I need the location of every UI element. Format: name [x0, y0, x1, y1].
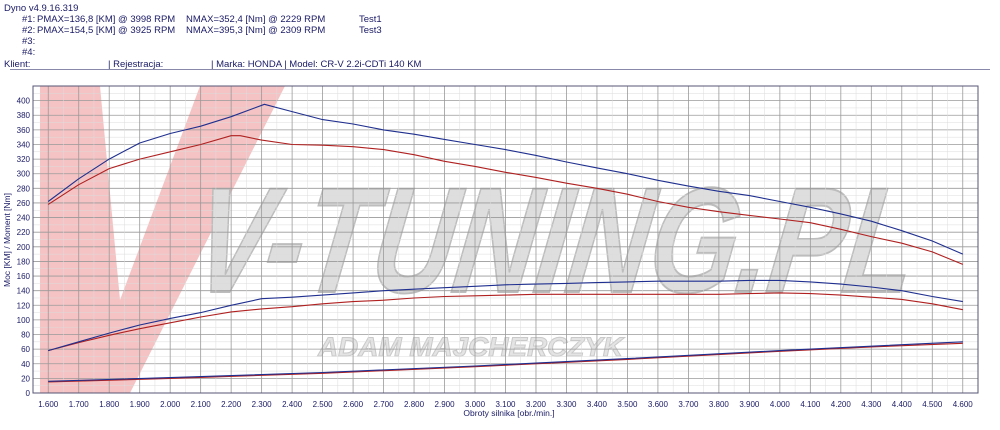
run-3-label: #3:	[22, 36, 36, 47]
y-tick-label: 60	[21, 345, 30, 354]
y-tick-label: 200	[17, 243, 31, 252]
y-tick-label: 360	[17, 126, 31, 135]
app-title: Dyno v4.9.16.319	[4, 3, 79, 14]
run-1-name: Test1	[359, 14, 382, 25]
run-1-label: #1:	[22, 14, 36, 25]
run-2-nmax: NMAX=395,3 [Nm] @ 2309 RPM	[186, 25, 326, 36]
series-line-power-test3	[48, 279, 963, 352]
x-tick-label: 2.900	[435, 400, 456, 409]
run-2-label: #2:	[22, 25, 36, 36]
x-tick-label: 4.400	[892, 400, 913, 409]
y-tick-label: 240	[17, 214, 31, 223]
series-layer	[47, 103, 964, 383]
x-tick-label: 3.900	[739, 400, 760, 409]
x-tick-label: 4.000	[770, 400, 791, 409]
run-2-name: Test3	[359, 25, 382, 36]
watermark-sub: ADAM MAJCHERCZYK	[317, 332, 626, 362]
x-tick-label: 2.100	[191, 400, 212, 409]
x-tick-label: 2.800	[404, 400, 425, 409]
series-line-torque-test3	[47, 103, 964, 255]
x-tick-label: 3.400	[587, 400, 608, 409]
y-tick-label: 260	[17, 199, 31, 208]
series-line-torque-test1	[47, 135, 964, 265]
x-tick-label: 2.000	[160, 400, 181, 409]
x-tick-label: 3.500	[617, 400, 638, 409]
y-tick-label: 140	[17, 287, 31, 296]
run-4-label: #4:	[22, 47, 36, 58]
y-tick-label: 400	[17, 97, 31, 106]
run-1-nmax: NMAX=352,4 [Nm] @ 2229 RPM	[186, 14, 326, 25]
y-tick-label: 300	[17, 170, 31, 179]
y-tick-labels: 0 20 40 60 80 100 120 140 160 180 200 220 240 260 280 3…	[17, 97, 31, 398]
y-tick-label: 180	[17, 257, 31, 266]
x-tick-label: 4.600	[953, 400, 974, 409]
x-tick-label: 2.700	[374, 400, 395, 409]
x-tick-label: 1.700	[69, 400, 90, 409]
x-tick-label: 4.100	[800, 400, 821, 409]
x-tick-label: 3.700	[678, 400, 699, 409]
y-tick-label: 40	[21, 360, 30, 369]
x-tick-label: 3.100	[495, 400, 516, 409]
y-tick-label: 0	[26, 389, 31, 398]
x-axis-label: Obroty silnika [obr./min.]	[463, 408, 554, 418]
x-tick-label: 2.200	[221, 400, 242, 409]
x-tick-label: 1.600	[38, 400, 59, 409]
series-line-power-test1	[48, 292, 963, 352]
y-axis-label: Moc [KM] / Moment [Nm]	[2, 193, 12, 287]
x-tick-label: 1.900	[130, 400, 151, 409]
y-tick-label: 320	[17, 155, 31, 164]
run-1-pmax: PMAX=136,8 [KM] @ 3998 RPM	[37, 14, 176, 25]
x-tick-label: 2.300	[252, 400, 273, 409]
y-tick-label: 120	[17, 301, 31, 310]
series-line-loss-test3	[48, 341, 963, 382]
x-tick-label: 2.500	[313, 400, 334, 409]
x-tick-label: 3.800	[709, 400, 730, 409]
client-label: Klient:	[4, 59, 31, 70]
y-tick-label: 220	[17, 228, 31, 237]
x-tick-label: 4.500	[922, 400, 943, 409]
x-tick-label: 4.200	[831, 400, 852, 409]
x-tick-label: 2.400	[282, 400, 303, 409]
header-divider	[10, 69, 990, 70]
y-tick-label: 100	[17, 316, 31, 325]
y-tick-label: 280	[17, 184, 31, 193]
x-tick-label: 2.600	[343, 400, 364, 409]
registration-label: | Rejestracja:	[108, 59, 164, 70]
y-tick-label: 380	[17, 111, 31, 120]
x-tick-labels: 1.600 1.700 1.800 1.900 2.000 2.100 2.200 2.300…	[38, 400, 973, 409]
x-tick-label: 3.200	[526, 400, 547, 409]
series-line-loss-test1	[48, 342, 963, 383]
plot-border	[32, 85, 979, 394]
y-tick-label: 340	[17, 140, 31, 149]
x-tick-label: 3.000	[465, 400, 486, 409]
y-tick-label: 20	[21, 374, 30, 383]
x-tick-label: 3.600	[648, 400, 669, 409]
grid	[33, 85, 978, 394]
x-tick-label: 4.300	[861, 400, 882, 409]
run-2-pmax: PMAX=154,5 [KM] @ 3925 RPM	[37, 25, 176, 36]
y-tick-label: 160	[17, 272, 31, 281]
x-tick-label: 1.800	[99, 400, 120, 409]
y-tick-label: 80	[21, 331, 30, 340]
x-tick-label: 3.300	[556, 400, 577, 409]
vehicle-info: | Marka: HONDA | Model: CR-V 2.2i-CDTi 1…	[211, 59, 422, 70]
